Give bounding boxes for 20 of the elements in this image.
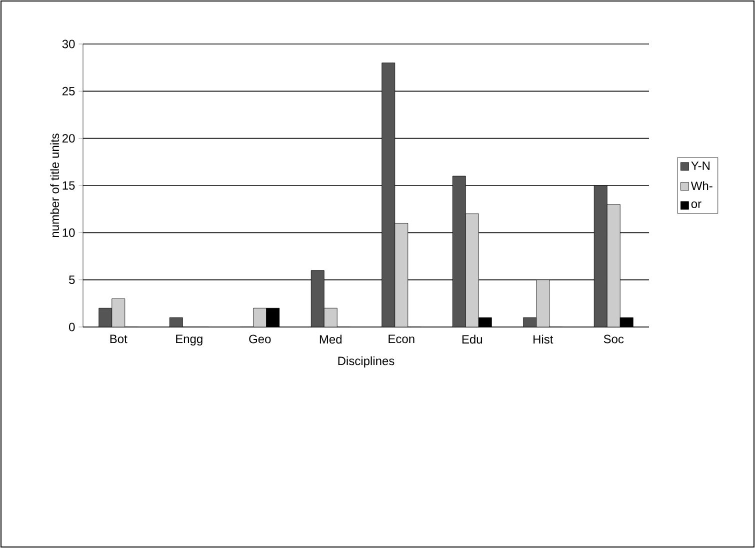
- legend-label: or: [691, 201, 702, 208]
- x-tick-label: Econ: [388, 334, 414, 344]
- x-tick-label: Hist: [534, 334, 554, 344]
- y-tick-label: 25: [62, 86, 75, 96]
- x-tick-label: Soc: [604, 334, 624, 344]
- y-tick-label: 10: [62, 228, 75, 237]
- y-tick-label: 20: [62, 134, 75, 143]
- y-axis-title: number of title units: [50, 134, 60, 238]
- x-tick-label: Engg: [176, 334, 202, 346]
- x-axis-title: Disciplines: [338, 356, 394, 368]
- y-tick-label: 0: [69, 322, 75, 332]
- legend-label: Y-N: [691, 162, 710, 170]
- x-tick-label: Bot: [110, 334, 128, 344]
- y-tick-label: 30: [62, 40, 75, 48]
- legend-label: Wh-: [690, 181, 712, 190]
- x-tick-label: Med: [320, 334, 342, 344]
- x-tick-label: Edu: [462, 334, 482, 344]
- x-tick-label: Geo: [249, 334, 271, 344]
- y-tick-label: 15: [62, 181, 75, 190]
- y-tick-label: 5: [69, 276, 75, 284]
